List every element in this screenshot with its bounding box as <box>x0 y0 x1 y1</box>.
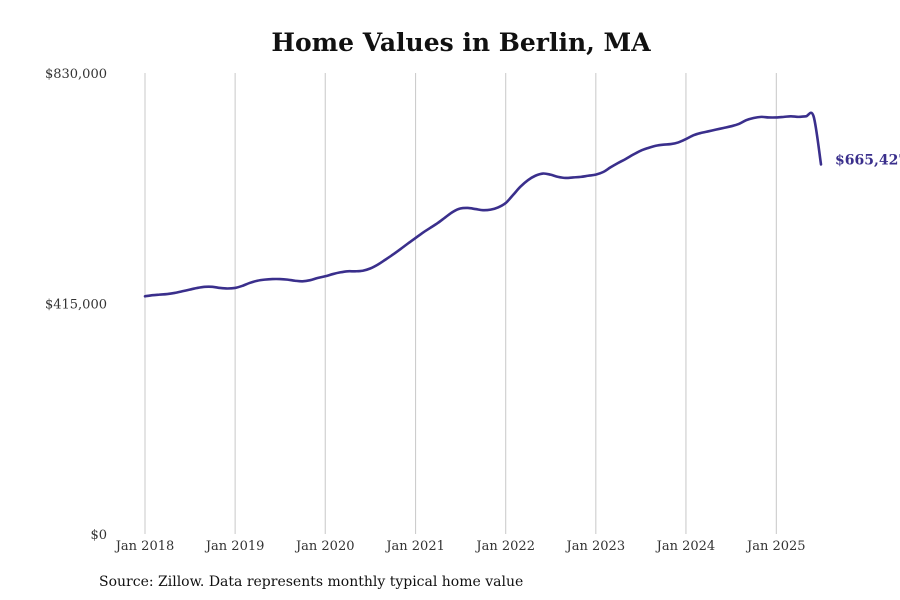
end-label-group: $665,427 <box>835 152 900 168</box>
x-tick-label: Jan 2018 <box>114 539 175 554</box>
home-value-series-line <box>143 111 823 298</box>
x-gridlines <box>144 73 777 534</box>
x-tick-label: Jan 2019 <box>204 539 265 554</box>
source-note: Source: Zillow. Data represents monthly … <box>99 574 524 590</box>
end-value-label: $665,427 <box>835 152 900 168</box>
series-group <box>143 111 823 298</box>
x-tick-label: Jan 2023 <box>565 539 626 554</box>
x-tick-labels: Jan 2018 Jan 2019 Jan 2020 Jan 2021 Jan 2022… <box>114 539 806 554</box>
y-tick-label: $830,000 <box>45 67 107 82</box>
x-tick-label: Jan 2020 <box>294 539 355 554</box>
x-tick-label: Jan 2022 <box>474 539 535 554</box>
y-tick-label: $415,000 <box>45 298 107 313</box>
x-tick-label: Jan 2024 <box>655 539 716 554</box>
chart-title: Home Values in Berlin, MA <box>271 28 651 57</box>
x-tick-label: Jan 2025 <box>745 539 806 554</box>
y-tick-label: $0 <box>90 528 107 543</box>
y-tick-labels: $0 $415,000 $830,000 <box>45 67 107 543</box>
x-tick-label: Jan 2021 <box>384 539 445 554</box>
